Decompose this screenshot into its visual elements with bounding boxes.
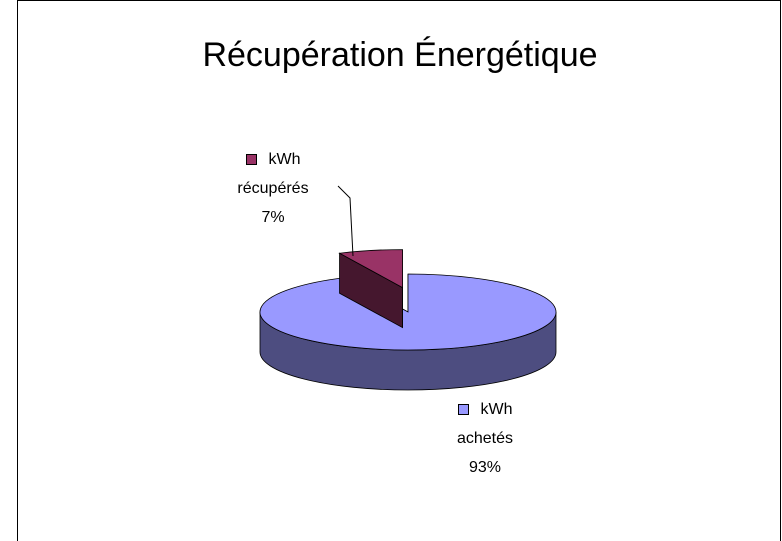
pie-slice <box>259 273 557 391</box>
label-value: 7% <box>261 209 285 226</box>
label-value: 93% <box>468 459 502 476</box>
label-name: kWh récupérés <box>237 151 309 197</box>
slice-top <box>338 249 403 289</box>
leader-line <box>337 185 354 257</box>
legend-swatch <box>457 404 469 416</box>
data-label: kWh achetés 93% <box>430 395 540 482</box>
data-label: kWh récupérés 7% <box>218 145 328 232</box>
chart-title: Récupération Énergétique <box>202 36 597 74</box>
pie-slice <box>338 249 403 329</box>
label-name: kWh achetés <box>456 401 514 447</box>
legend-swatch <box>245 154 257 166</box>
slice-top <box>259 273 557 351</box>
